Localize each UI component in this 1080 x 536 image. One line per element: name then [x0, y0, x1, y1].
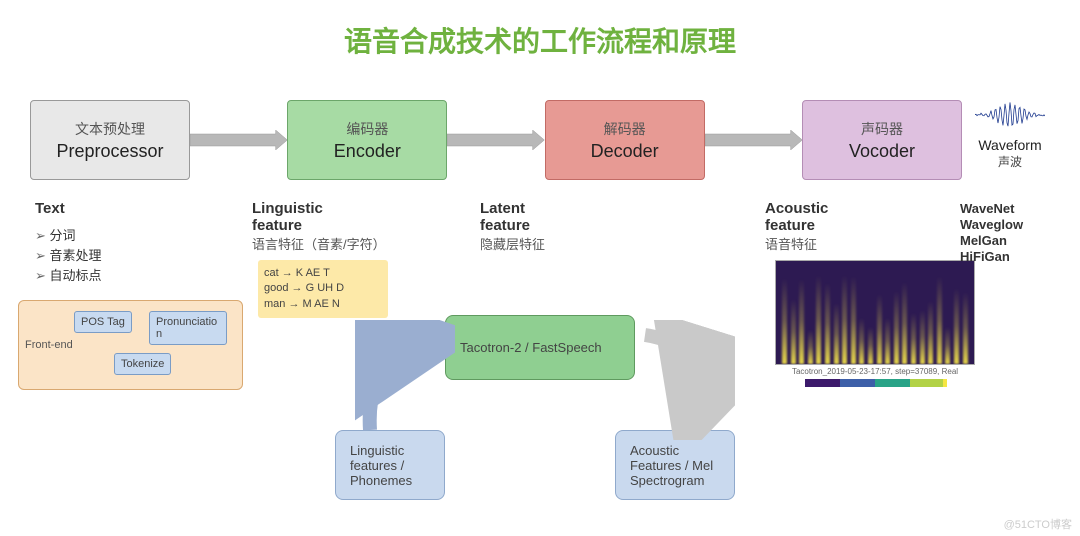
- spectrogram-image: [775, 260, 975, 365]
- label-text: Text: [35, 200, 65, 217]
- text-item: 分词: [35, 225, 102, 244]
- spectrogram: Tacotron_2019-05-23-17:57, step=37089, R…: [775, 260, 975, 395]
- vocoder-list: WaveNetWaveglowMelGanHiFiGan: [960, 200, 1023, 265]
- linguistic-examples: cat → K AE Tgood → G UH Dman → M AE N: [258, 260, 388, 318]
- stage-en-label: Encoder: [334, 141, 401, 162]
- curve-arrow-down: [635, 320, 735, 440]
- vocoder-item: Waveglow: [960, 217, 1023, 232]
- text-item: 音素处理: [35, 245, 102, 264]
- tag-pos: POS Tag: [74, 311, 132, 333]
- stage-cn-label: 声码器: [861, 119, 903, 139]
- label-acoustic: Acoustic feature 语音特征: [765, 200, 828, 253]
- stage-en-label: Preprocessor: [56, 141, 163, 162]
- stage-preprocessor: 文本预处理 Preprocessor: [30, 100, 190, 180]
- stage-cn-label: 解码器: [604, 119, 646, 139]
- waveform-label: Waveform: [978, 137, 1041, 153]
- label-title: Linguistic feature: [252, 200, 323, 234]
- page-title: 语音合成技术的工作流程和原理: [0, 0, 1080, 60]
- tag-pron: Pronunciation: [149, 311, 227, 345]
- stage-cn-label: 文本预处理: [75, 119, 145, 139]
- stage-decoder: 解码器 Decoder: [545, 100, 705, 180]
- waveform-sub: 声波: [998, 153, 1022, 170]
- label-linguistic: Linguistic feature 语言特征（音素/字符）: [252, 200, 386, 253]
- label-sub: 隐藏层特征: [480, 237, 545, 252]
- waveform-output: Waveform 声波: [970, 95, 1050, 185]
- text-item: 自动标点: [35, 265, 102, 284]
- ling-box-label: Linguistic features / Phonemes: [350, 443, 412, 488]
- curve-arrow-up: [355, 320, 455, 440]
- watermark: @51CTO博客: [1004, 516, 1072, 532]
- frontend-box: Front-end POS Tag Pronunciation Tokenize: [18, 300, 243, 390]
- label-sub: 语音特征: [765, 237, 817, 252]
- label-title: Latent feature: [480, 200, 530, 234]
- arrow-icon: [190, 130, 287, 150]
- vocoder-item: HiFiGan: [960, 249, 1023, 264]
- acoustic-features-box: Acoustic Features / Mel Spectrogram: [615, 430, 735, 500]
- label-sub: 语言特征（音素/字符）: [252, 237, 386, 252]
- text-preprocess-list: 分词音素处理自动标点: [35, 224, 102, 285]
- stage-cn-label: 编码器: [346, 119, 388, 139]
- label-latent: Latent feature 隐藏层特征: [480, 200, 545, 253]
- tacotron-label: Tacotron-2 / FastSpeech: [460, 340, 602, 355]
- tag-tokenize: Tokenize: [114, 353, 171, 375]
- stage-en-label: Vocoder: [849, 141, 915, 162]
- linguistic-features-box: Linguistic features / Phonemes: [335, 430, 445, 500]
- waveform-icon: [975, 95, 1045, 135]
- arrow-icon: [705, 130, 802, 150]
- tacotron-box: Tacotron-2 / FastSpeech: [445, 315, 635, 380]
- stage-vocoder: 声码器 Vocoder: [802, 100, 962, 180]
- frontend-label: Front-end: [25, 339, 73, 351]
- pipeline-row: 文本预处理 Preprocessor 编码器 Encoder 解码器 Decod…: [30, 95, 1050, 185]
- spectrogram-caption: Tacotron_2019-05-23-17:57, step=37089, R…: [775, 367, 975, 376]
- stage-en-label: Decoder: [591, 141, 659, 162]
- vocoder-item: MelGan: [960, 233, 1023, 248]
- label-title: Acoustic feature: [765, 200, 828, 234]
- spectrogram-legend: [775, 376, 975, 390]
- acou-box-label: Acoustic Features / Mel Spectrogram: [630, 443, 713, 488]
- arrow-icon: [447, 130, 544, 150]
- stage-encoder: 编码器 Encoder: [287, 100, 447, 180]
- label-title: Text: [35, 200, 65, 217]
- vocoder-item: WaveNet: [960, 201, 1023, 216]
